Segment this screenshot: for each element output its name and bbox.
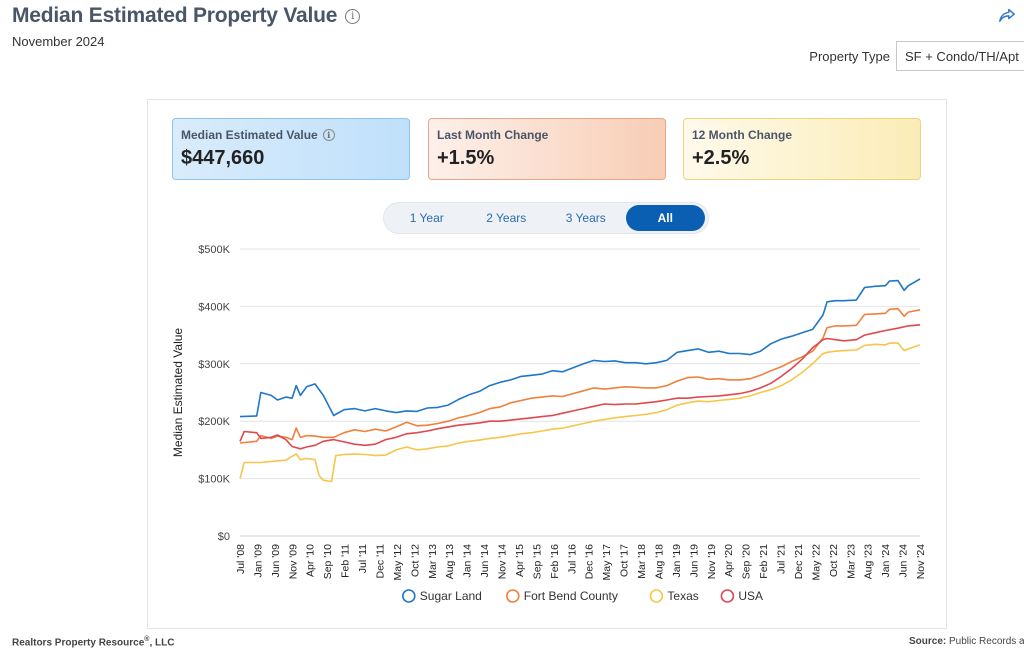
twelve-month-change-value: +2.5% bbox=[692, 147, 750, 169]
x-tick-label: Jun '24 bbox=[898, 544, 910, 578]
title-row: Median Estimated Property Value i bbox=[12, 4, 361, 28]
x-tick-label: Aug '18 bbox=[653, 544, 665, 579]
x-tick-label: Jun '09 bbox=[270, 544, 282, 578]
last-month-change-label: Last Month Change bbox=[437, 128, 549, 142]
x-tick-label: Feb '11 bbox=[340, 544, 352, 578]
tab-2-years[interactable]: 2 Years bbox=[486, 211, 527, 225]
y-tick-label: $100K bbox=[198, 474, 230, 486]
x-tick-label: Apr '20 bbox=[723, 544, 735, 577]
x-tick-label: Nov '24 bbox=[915, 544, 927, 579]
tab-all[interactable]: All bbox=[625, 205, 705, 231]
legend-marker-usa bbox=[720, 589, 735, 603]
x-tick-label: Sep '15 bbox=[531, 544, 543, 579]
x-tick-label: Aug '23 bbox=[863, 544, 875, 579]
x-tick-label: Dec '16 bbox=[584, 544, 596, 579]
footer-attribution: Realtors Property Resource®, LLC bbox=[12, 636, 174, 648]
last-month-change-value: +1.5% bbox=[437, 147, 495, 169]
series-line-fort-bend-county bbox=[239, 307, 921, 444]
legend-marker-fort-bend-county bbox=[505, 589, 520, 603]
page-subtitle: November 2024 bbox=[12, 34, 105, 49]
x-tick-label: Jul '08 bbox=[235, 544, 247, 574]
source-value: Public Records and bbox=[949, 636, 1024, 647]
x-tick-label: May '12 bbox=[392, 544, 404, 581]
property-type-select[interactable]: SF + Condo/TH/Apt bbox=[896, 41, 1024, 71]
info-icon[interactable]: i bbox=[322, 129, 335, 141]
x-tick-label: Apr '15 bbox=[514, 544, 526, 577]
x-tick-label: Mar '23 bbox=[845, 544, 857, 579]
tab-3-years[interactable]: 3 Years bbox=[565, 211, 606, 225]
legend-label-texas: Texas bbox=[667, 589, 698, 603]
card-label: Median Estimated Value i bbox=[181, 128, 401, 142]
x-tick-label: Dec '21 bbox=[793, 544, 805, 579]
legend-label-fort-bend-county: Fort Bend County bbox=[524, 589, 618, 603]
property-type-label: Property Type bbox=[809, 48, 890, 64]
x-tick-label: May '22 bbox=[810, 544, 822, 581]
y-tick-label: $400K bbox=[198, 301, 230, 313]
y-tick-label: $200K bbox=[198, 416, 230, 428]
y-tick-label: $500K bbox=[198, 244, 230, 256]
x-tick-label: Mar '13 bbox=[427, 544, 439, 579]
y-tick-label: $300K bbox=[198, 359, 230, 371]
x-tick-label: Jan '19 bbox=[671, 544, 683, 578]
footer-company: Realtors Property Resource bbox=[12, 637, 145, 649]
source-label: Source: bbox=[909, 636, 947, 647]
x-tick-label: Jul '21 bbox=[776, 544, 788, 574]
chart-panel: Median Estimated Value i $447,660 Last M… bbox=[147, 99, 947, 629]
twelve-month-change-card: 12 Month Change +2.5% bbox=[683, 118, 921, 180]
series-line-texas bbox=[239, 342, 921, 483]
x-tick-label: Nov '19 bbox=[706, 544, 718, 579]
x-tick-label: Jul '11 bbox=[357, 544, 369, 573]
share-icon[interactable] bbox=[998, 6, 1016, 24]
x-tick-label: Mar '18 bbox=[636, 544, 648, 579]
x-tick-label: Jun '19 bbox=[688, 544, 700, 578]
legend-label-sugar-land: Sugar Land bbox=[420, 589, 482, 603]
x-tick-label: Nov '09 bbox=[287, 544, 299, 579]
info-icon[interactable]: i bbox=[345, 8, 361, 24]
legend-marker-sugar-land bbox=[401, 589, 416, 603]
x-tick-label: May '17 bbox=[601, 544, 613, 581]
x-tick-label: Sep '10 bbox=[322, 544, 334, 579]
x-tick-label: Oct '12 bbox=[409, 544, 421, 577]
footer-company-suffix: , LLC bbox=[149, 637, 175, 649]
x-tick-label: Feb '21 bbox=[758, 544, 770, 579]
x-tick-label: Aug '13 bbox=[444, 544, 456, 579]
line-chart: $0 $100K $200K $300K $400K $500K Median Estima… bbox=[171, 244, 927, 603]
x-tick-label: Jan '24 bbox=[880, 544, 892, 578]
legend-marker-texas bbox=[649, 589, 664, 603]
median-value-label: Median Estimated Value bbox=[181, 128, 318, 142]
x-tick-label: Nov '14 bbox=[497, 544, 509, 579]
page-title: Median Estimated Property Value bbox=[12, 4, 338, 27]
footer-source: Source: Public Records and bbox=[909, 636, 1024, 647]
median-value: $447,660 bbox=[181, 147, 265, 169]
property-type-control: Property Type SF + Condo/TH/Apt bbox=[809, 41, 1024, 71]
legend-label-usa: USA bbox=[738, 589, 763, 603]
x-tick-label: Dec '11 bbox=[374, 544, 386, 579]
x-tick-label: Jan '14 bbox=[462, 544, 474, 578]
twelve-month-change-label: 12 Month Change bbox=[692, 128, 793, 142]
last-month-change-card: Last Month Change +1.5% bbox=[428, 118, 666, 180]
series-line-usa bbox=[239, 324, 921, 450]
x-tick-label: Jun '14 bbox=[479, 544, 491, 578]
median-value-card: Median Estimated Value i $447,660 bbox=[172, 118, 410, 180]
y-axis-label: Median Estimated Value bbox=[171, 328, 185, 458]
x-tick-label: Sep '20 bbox=[741, 544, 753, 579]
x-tick-label: Jan '09 bbox=[252, 544, 264, 578]
tab-1-year[interactable]: 1 Year bbox=[409, 211, 444, 225]
x-tick-label: Apr '10 bbox=[305, 544, 317, 577]
x-tick-label: Jul '16 bbox=[566, 544, 578, 574]
x-tick-label: Feb '16 bbox=[549, 544, 561, 579]
x-tick-label: Oct '17 bbox=[619, 544, 631, 577]
series-line-sugar-land bbox=[239, 278, 921, 418]
y-tick-label: $0 bbox=[218, 531, 230, 543]
range-tabs: 1 Year 2 Years 3 Years All bbox=[383, 202, 709, 234]
registered-mark: ® bbox=[144, 636, 150, 643]
x-tick-label: Oct '22 bbox=[828, 544, 840, 577]
